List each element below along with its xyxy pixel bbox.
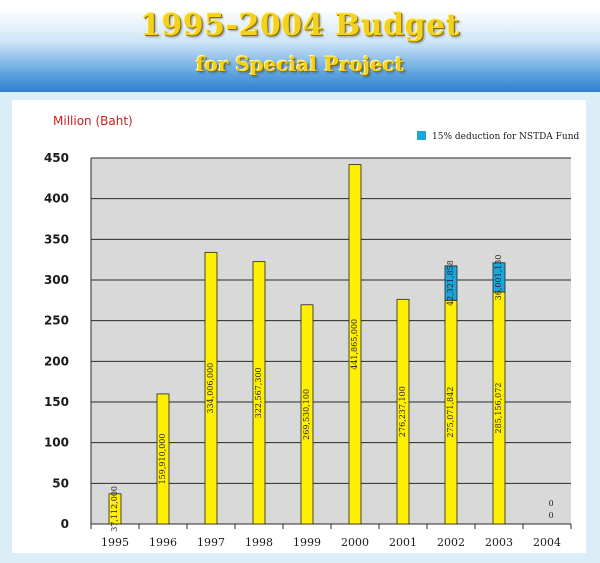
bar-value-label: 275,071,842	[446, 387, 455, 438]
budget-bar	[108, 493, 122, 525]
y-tick-label: 0	[61, 517, 69, 531]
y-tick-label: 350	[44, 232, 69, 246]
x-tick-label: 1999	[293, 536, 321, 549]
budget-bar	[252, 261, 266, 525]
y-tick-label: 450	[44, 151, 69, 165]
deduction-bar	[444, 265, 458, 301]
bar-value-label: 269,530,100	[302, 389, 311, 440]
y-tick-label: 400	[44, 192, 69, 206]
y-tick-label: 250	[44, 314, 69, 328]
bar-value-label: 276,237,100	[398, 386, 407, 437]
x-tick-label: 2002	[437, 536, 465, 549]
y-tick-label: 200	[44, 354, 69, 368]
budget-bar-chart: Million (Baht) 0 50 100 150 200 250 300 350 400 4…	[44, 114, 580, 549]
budget-bar	[396, 298, 410, 525]
bar-value-label: 322,567,300	[254, 367, 263, 418]
page-title: 1995-2004 Budget	[140, 8, 460, 43]
legend-swatch	[417, 131, 426, 140]
legend-label: 15% deduction for NSTDA Fund	[432, 132, 579, 142]
header-banner	[0, 0, 600, 92]
bar-value-label: 159,910,000	[158, 434, 167, 485]
x-tick-label: 1995	[101, 536, 129, 549]
bar-value-label: 285,156,072	[494, 383, 503, 434]
budget-bar	[348, 164, 362, 525]
y-tick-label: 50	[52, 476, 69, 490]
y-axis-label: Million (Baht)	[53, 114, 133, 128]
budget-bar	[156, 393, 170, 525]
bar-value-label: 0	[548, 511, 553, 520]
plot-area	[91, 158, 571, 524]
page-subtitle: for Special Project	[195, 52, 405, 76]
x-tick-label: 1998	[245, 536, 273, 549]
bar-value-label: 0	[548, 499, 553, 508]
budget-bar	[204, 251, 218, 525]
y-tick-label: 100	[44, 436, 69, 450]
y-tick-label: 150	[44, 395, 69, 409]
x-tick-label: 2000	[341, 536, 369, 549]
x-tick-label: 1996	[149, 536, 177, 549]
deduction-bar	[492, 262, 506, 293]
bar-value-label: 36,001,130	[494, 255, 503, 301]
y-tick-label: 300	[44, 273, 69, 287]
x-tick-label: 2003	[485, 536, 513, 549]
budget-bar	[300, 304, 314, 525]
chart-panel: Million (Baht) 0 50 100 150 200 250 300 350 400 4…	[12, 100, 586, 553]
bar-value-label: 334,006,000	[206, 363, 215, 414]
bar-value-label: 37,112,000	[110, 486, 119, 532]
bar-value-label: 441,865,000	[350, 319, 359, 370]
x-tick-label: 2001	[389, 536, 417, 549]
bar-value-label: 42,321,858	[446, 260, 455, 306]
x-tick-label: 2004	[533, 536, 561, 549]
x-tick-label: 1997	[197, 536, 225, 549]
